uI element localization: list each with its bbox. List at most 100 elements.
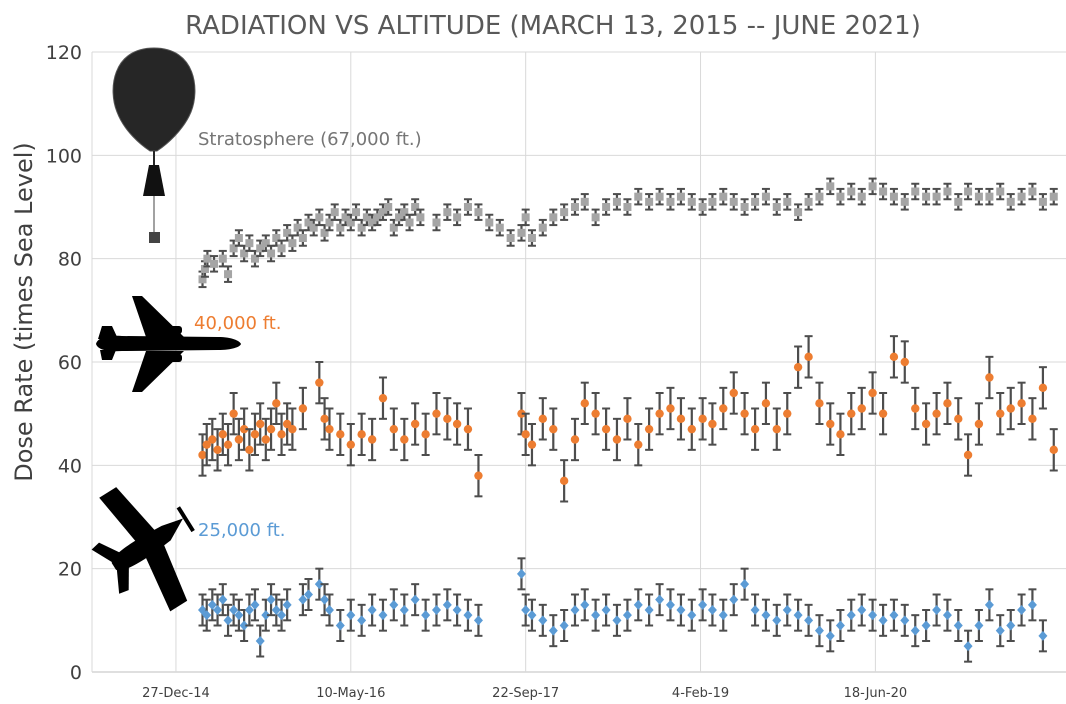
data-point bbox=[341, 213, 350, 222]
data-point bbox=[516, 568, 526, 579]
data-point bbox=[591, 610, 601, 621]
data-point bbox=[1028, 187, 1037, 196]
data-point bbox=[772, 424, 781, 434]
data-point bbox=[255, 636, 265, 646]
data-point bbox=[473, 615, 483, 626]
data-point bbox=[521, 605, 531, 615]
x-tick-label: 22-Sep-17 bbox=[492, 686, 559, 701]
data-point bbox=[857, 605, 867, 615]
data-point bbox=[634, 192, 643, 201]
data-point bbox=[921, 419, 931, 429]
data-point bbox=[698, 203, 707, 211]
data-point bbox=[698, 599, 708, 610]
data-point bbox=[772, 615, 782, 626]
data-point bbox=[549, 424, 558, 434]
data-point bbox=[815, 399, 824, 408]
data-point bbox=[346, 610, 356, 621]
data-point bbox=[900, 197, 909, 206]
data-point bbox=[1006, 620, 1016, 631]
data-point bbox=[336, 223, 345, 232]
data-point bbox=[666, 197, 675, 206]
data-point bbox=[431, 605, 441, 615]
data-point bbox=[729, 594, 739, 605]
x-tick-label: 18-Jun-20 bbox=[844, 686, 908, 701]
data-point bbox=[814, 625, 824, 636]
data-point bbox=[517, 409, 526, 418]
data-point bbox=[889, 610, 899, 621]
data-point bbox=[750, 605, 760, 615]
data-point bbox=[282, 419, 292, 429]
data-point bbox=[750, 424, 760, 434]
data-point bbox=[984, 599, 994, 610]
data-point bbox=[288, 239, 297, 248]
data-point bbox=[655, 409, 664, 418]
data-point bbox=[432, 409, 441, 418]
data-point bbox=[868, 610, 878, 621]
data-point bbox=[346, 440, 356, 449]
data-point bbox=[815, 192, 824, 201]
data-point bbox=[655, 594, 665, 605]
data-point bbox=[277, 610, 287, 621]
data-point bbox=[474, 208, 483, 217]
data-point bbox=[707, 605, 717, 615]
data-point bbox=[900, 357, 909, 367]
data-point bbox=[634, 440, 643, 449]
data-point bbox=[463, 203, 472, 211]
grid bbox=[91, 51, 1066, 673]
y-tick-label: 120 bbox=[46, 42, 82, 64]
data-point bbox=[223, 440, 233, 449]
data-point bbox=[729, 197, 738, 206]
data-point bbox=[1049, 192, 1058, 201]
data-point bbox=[213, 445, 222, 455]
data-point bbox=[857, 192, 866, 201]
data-point bbox=[298, 404, 308, 413]
data-point bbox=[932, 605, 942, 615]
data-point bbox=[443, 414, 452, 424]
data-point bbox=[527, 440, 537, 449]
data-point bbox=[314, 579, 324, 590]
data-point bbox=[826, 182, 835, 191]
data-point bbox=[463, 424, 473, 434]
data-point bbox=[1038, 630, 1048, 641]
data-point bbox=[207, 599, 217, 610]
data-point bbox=[591, 409, 600, 418]
data-point bbox=[687, 424, 696, 434]
data-point bbox=[410, 594, 420, 605]
data-point bbox=[953, 620, 963, 631]
data-point bbox=[943, 399, 952, 408]
data-point bbox=[474, 471, 483, 480]
data-point bbox=[362, 213, 371, 222]
data-point bbox=[761, 610, 771, 621]
data-point bbox=[591, 213, 600, 222]
data-point bbox=[622, 610, 632, 621]
data-point bbox=[218, 254, 227, 263]
data-point bbox=[325, 218, 334, 227]
data-point bbox=[298, 594, 308, 605]
data-point bbox=[213, 605, 223, 615]
data-point bbox=[793, 610, 803, 621]
data-point bbox=[1006, 197, 1015, 206]
data-point bbox=[878, 409, 888, 418]
data-point bbox=[320, 414, 329, 424]
data-point bbox=[623, 414, 632, 424]
data-point bbox=[234, 234, 243, 242]
data-point bbox=[443, 208, 452, 217]
data-point bbox=[452, 605, 462, 615]
data-point bbox=[357, 223, 366, 232]
data-point bbox=[794, 208, 803, 217]
data-point bbox=[277, 430, 286, 439]
data-point bbox=[234, 435, 244, 444]
data-point bbox=[698, 414, 707, 424]
data-point bbox=[761, 192, 770, 201]
data-point bbox=[687, 197, 696, 206]
data-point bbox=[320, 594, 330, 605]
series-1 bbox=[198, 335, 1058, 503]
data-point bbox=[601, 424, 611, 434]
data-point bbox=[559, 476, 569, 486]
data-point bbox=[250, 254, 259, 263]
data-point bbox=[996, 187, 1005, 196]
data-point bbox=[538, 223, 547, 232]
data-point bbox=[911, 187, 920, 196]
data-point bbox=[527, 610, 537, 621]
data-point bbox=[985, 373, 994, 382]
